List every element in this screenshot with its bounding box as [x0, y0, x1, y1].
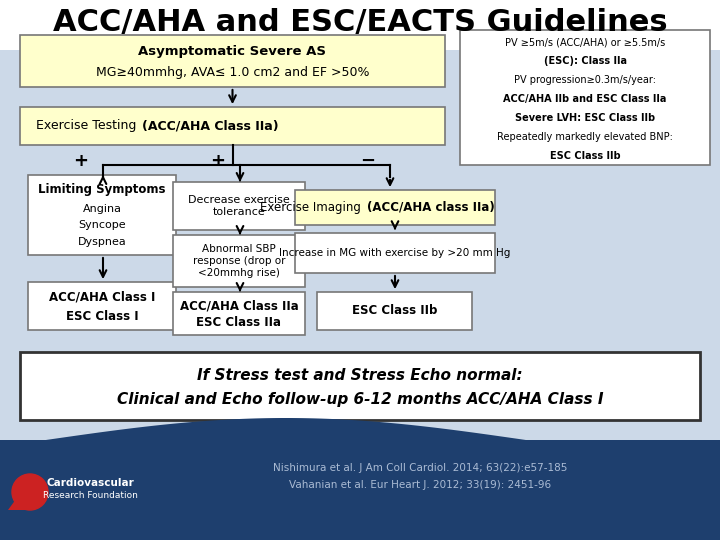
- Text: ACC/AHA IIb and ESC Class IIa: ACC/AHA IIb and ESC Class IIa: [503, 94, 667, 104]
- Text: Abnormal SBP
response (drop or
<20mmhg rise): Abnormal SBP response (drop or <20mmhg r…: [193, 245, 285, 278]
- Text: +: +: [73, 152, 89, 170]
- Text: +: +: [210, 152, 225, 170]
- FancyBboxPatch shape: [0, 0, 720, 455]
- FancyBboxPatch shape: [28, 282, 176, 330]
- Text: ESC Class IIa: ESC Class IIa: [197, 316, 282, 329]
- Circle shape: [12, 474, 48, 510]
- FancyBboxPatch shape: [173, 182, 305, 230]
- FancyBboxPatch shape: [295, 190, 495, 225]
- Text: −: −: [361, 152, 376, 170]
- Text: ESC Class I: ESC Class I: [66, 310, 138, 323]
- FancyBboxPatch shape: [0, 0, 720, 50]
- Text: Vahanian et al. Eur Heart J. 2012; 33(19): 2451-96: Vahanian et al. Eur Heart J. 2012; 33(19…: [289, 480, 551, 490]
- FancyBboxPatch shape: [295, 233, 495, 273]
- Text: MG≥40mmhg, AVA≤ 1.0 cm2 and EF >50%: MG≥40mmhg, AVA≤ 1.0 cm2 and EF >50%: [96, 66, 369, 79]
- Text: Severe LVH: ESC Class IIb: Severe LVH: ESC Class IIb: [515, 113, 655, 124]
- Text: Decrease exercise
tolerance: Decrease exercise tolerance: [188, 195, 290, 217]
- Text: ACC/AHA Class I: ACC/AHA Class I: [49, 291, 156, 304]
- Text: Increase in MG with exercise by >20 mm Hg: Increase in MG with exercise by >20 mm H…: [279, 248, 510, 258]
- Text: Clinical and Echo follow-up 6-12 months ACC/AHA Class I: Clinical and Echo follow-up 6-12 months …: [117, 392, 603, 407]
- Text: (ACC/AHA class IIa): (ACC/AHA class IIa): [367, 201, 495, 214]
- Text: If Stress test and Stress Echo normal:: If Stress test and Stress Echo normal:: [197, 368, 523, 383]
- FancyBboxPatch shape: [173, 292, 305, 335]
- Text: PV ≥5m/s (ACC/AHA) or ≥5.5m/s: PV ≥5m/s (ACC/AHA) or ≥5.5m/s: [505, 37, 665, 48]
- Text: Repeatedly markedly elevated BNP:: Repeatedly markedly elevated BNP:: [497, 132, 673, 143]
- FancyBboxPatch shape: [20, 352, 700, 420]
- Text: PV progression≥0.3m/s/year:: PV progression≥0.3m/s/year:: [514, 76, 656, 85]
- FancyBboxPatch shape: [5, 467, 135, 532]
- FancyBboxPatch shape: [20, 107, 445, 145]
- Text: (ACC/AHA Class IIa): (ACC/AHA Class IIa): [142, 119, 279, 132]
- FancyBboxPatch shape: [20, 35, 445, 87]
- Text: ESC Class IIb: ESC Class IIb: [352, 305, 437, 318]
- FancyBboxPatch shape: [173, 235, 305, 287]
- Text: Cardiovascular: Cardiovascular: [46, 478, 134, 488]
- Text: Nishimura et al. J Am Coll Cardiol. 2014; 63(22):e57-185: Nishimura et al. J Am Coll Cardiol. 2014…: [273, 463, 567, 473]
- Text: Angina: Angina: [83, 204, 122, 214]
- FancyBboxPatch shape: [28, 175, 176, 255]
- Polygon shape: [8, 480, 30, 510]
- Text: Dyspnea: Dyspnea: [78, 237, 127, 247]
- Polygon shape: [0, 418, 720, 461]
- Text: ESC Class IIb: ESC Class IIb: [549, 151, 621, 161]
- Text: Syncope: Syncope: [78, 220, 126, 231]
- FancyBboxPatch shape: [0, 440, 720, 540]
- Text: Exercise Imaging: Exercise Imaging: [261, 201, 365, 214]
- Text: Exercise Testing: Exercise Testing: [35, 119, 140, 132]
- Text: Limiting Symptoms: Limiting Symptoms: [38, 183, 166, 196]
- Text: ACC/AHA and ESC/EACTS Guidelines: ACC/AHA and ESC/EACTS Guidelines: [53, 8, 667, 37]
- FancyBboxPatch shape: [317, 292, 472, 330]
- Text: Asymptomatic Severe AS: Asymptomatic Severe AS: [138, 45, 326, 58]
- FancyBboxPatch shape: [460, 30, 710, 165]
- Text: (ESC): Class IIa: (ESC): Class IIa: [544, 56, 626, 66]
- Text: ACC/AHA Class IIa: ACC/AHA Class IIa: [179, 299, 298, 312]
- Text: Research Foundation: Research Foundation: [42, 491, 138, 501]
